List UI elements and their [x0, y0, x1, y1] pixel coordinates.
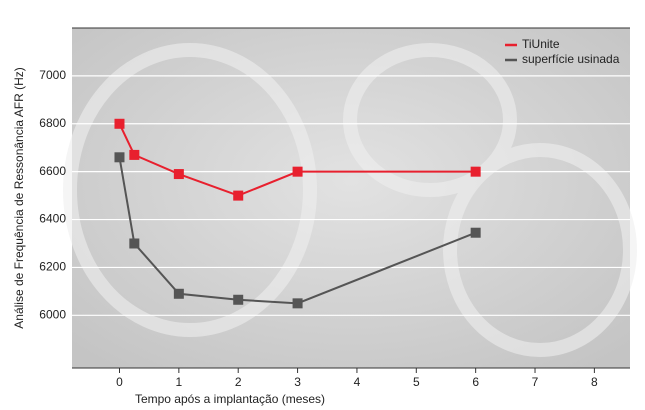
data-point	[129, 150, 139, 160]
data-point	[114, 152, 124, 162]
y-tick-label: 7000	[39, 68, 66, 82]
x-axis-label: Tempo após a implantação (meses)	[135, 392, 325, 406]
data-point	[174, 169, 184, 179]
x-tick-label: 8	[591, 375, 598, 389]
y-tick-label: 6000	[39, 307, 66, 321]
chart: Análise de Frequência de Ressonância AFR…	[0, 0, 645, 410]
legend-label: superfície usinada	[522, 52, 620, 66]
y-axis-label: Análise de Frequência de Ressonância AFR…	[12, 67, 26, 328]
x-tick-label: 1	[176, 375, 183, 389]
y-tick-label: 6400	[39, 212, 66, 226]
data-point	[471, 167, 481, 177]
data-point	[114, 119, 124, 129]
x-tick-label: 6	[472, 375, 479, 389]
x-tick-label: 7	[532, 375, 539, 389]
x-tick-label: 4	[354, 375, 361, 389]
legend-label: TiUnite	[522, 37, 560, 51]
x-tick-label: 3	[294, 375, 301, 389]
data-point	[233, 295, 243, 305]
x-tick-label: 0	[116, 375, 123, 389]
y-tick-label: 6600	[39, 164, 66, 178]
data-point	[293, 298, 303, 308]
data-point	[174, 289, 184, 299]
data-point	[233, 191, 243, 201]
x-tick-label: 5	[413, 375, 420, 389]
data-point	[129, 238, 139, 248]
y-tick-label: 6800	[39, 116, 66, 130]
y-tick-label: 6200	[39, 260, 66, 274]
data-point	[471, 228, 481, 238]
data-point	[293, 167, 303, 177]
x-tick-label: 2	[235, 375, 242, 389]
